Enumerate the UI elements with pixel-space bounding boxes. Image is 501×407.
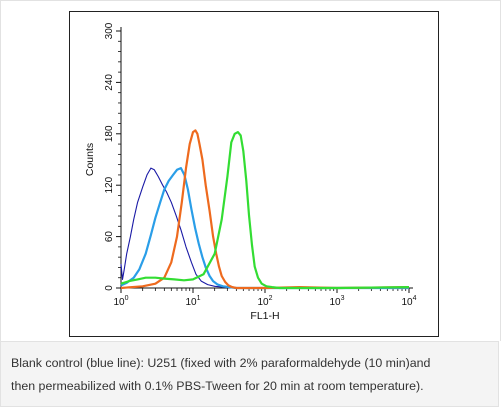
y-tick-label: 300 [104,22,115,39]
x-tick-label: 104 [401,295,416,308]
flow-cytometry-histogram: 100 101 102 103 104 0 60 120 180 240 300 FL1-H Count… [84,22,417,322]
y-tick-label: 120 [104,176,115,193]
y-axis-title: Counts [84,143,96,176]
y-tick-label: 240 [104,74,115,91]
y-tick-label: 180 [104,125,115,142]
labels-layer: 100 101 102 103 104 0 60 120 180 240 300 FL1-H Count… [84,22,417,322]
x-tick-label: 103 [329,295,344,308]
x-tick-label: 102 [257,295,272,308]
y-tick-label: 60 [104,231,115,243]
figure-panel: 100 101 102 103 104 0 60 120 180 240 300 FL1-H Count… [0,0,501,341]
caption-line-2: then permeabilized with 0.1% PBS-Tween f… [11,379,424,393]
figure-caption: Blank control (blue line): U251 (fixed w… [0,341,499,407]
x-tick-label: 100 [113,295,128,308]
series-layer [120,129,410,290]
y-tick-label: 0 [104,285,115,291]
caption-line-1: Blank control (blue line): U251 (fixed w… [11,356,431,370]
series-line-4 [120,131,410,290]
series-line-1 [120,167,409,289]
x-tick-label: 101 [185,295,200,308]
axes [116,27,413,293]
x-axis-title: FL1-H [250,310,279,322]
plot-frame [69,11,439,337]
series-line-3 [120,129,410,290]
series-line-2 [120,167,409,290]
